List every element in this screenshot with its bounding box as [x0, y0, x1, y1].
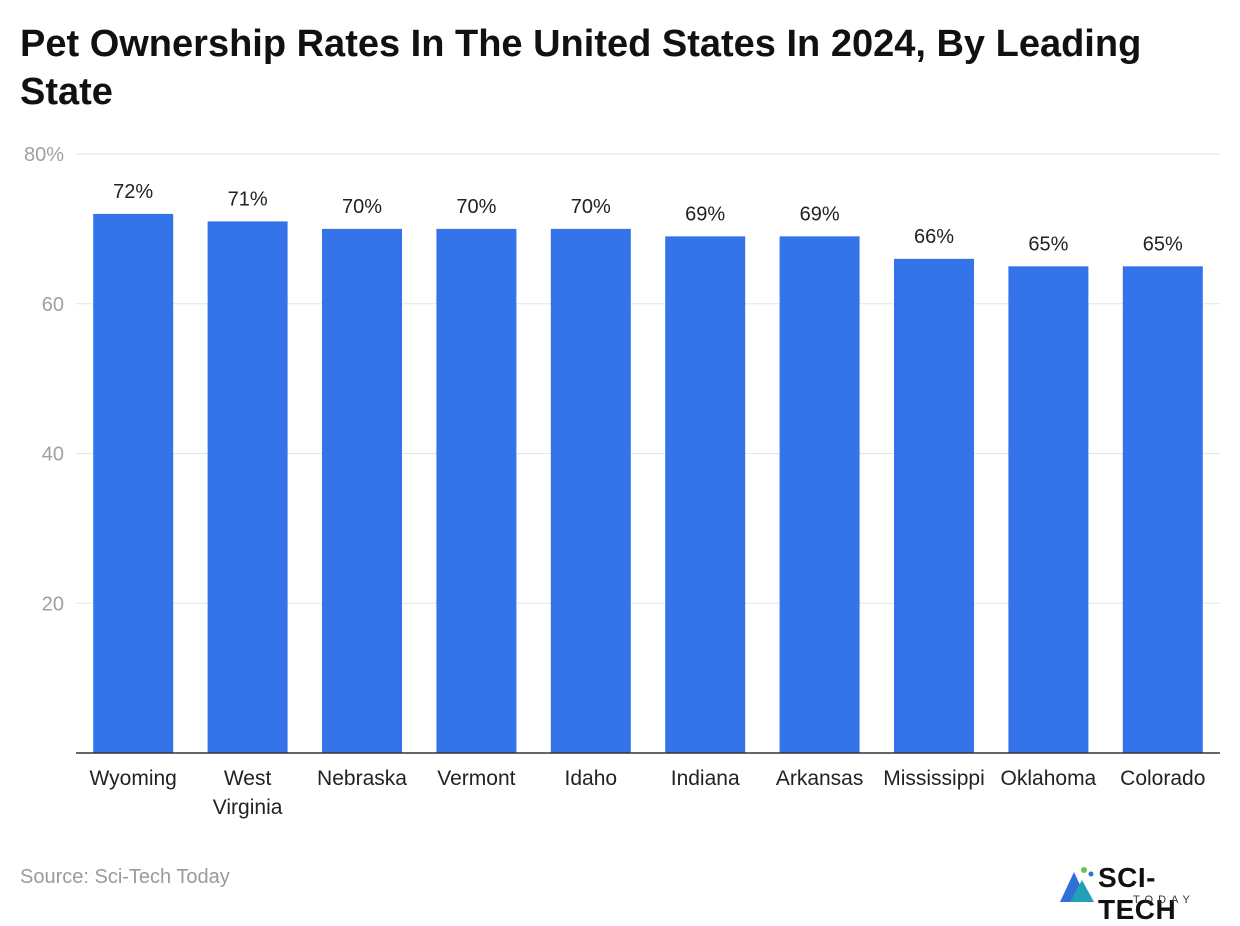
logo-mountain-icon [1060, 867, 1094, 902]
bar [665, 236, 746, 754]
data-label: 70% [456, 196, 496, 218]
x-tick-label: Oklahoma [1001, 767, 1097, 790]
bar [550, 228, 631, 753]
data-label: 65% [1143, 233, 1183, 255]
data-label: 66% [914, 226, 954, 248]
bar [322, 228, 402, 753]
data-label: 69% [685, 203, 725, 225]
x-tick-label: West [224, 767, 272, 790]
x-tick-label: Wyoming [90, 767, 177, 790]
source-note: Source: Sci-Tech Today [20, 866, 230, 888]
bar [779, 236, 860, 754]
y-tick-label: 20 [42, 593, 64, 615]
sci-tech-logo[interactable]: SCI-TECH TODAY [1058, 860, 1233, 925]
logo-subtext: TODAY [1133, 894, 1195, 906]
x-tick-label: Virginia [213, 796, 283, 819]
x-tick-label: Arkansas [776, 767, 864, 790]
bar [1008, 266, 1089, 753]
chart-title: Pet Ownership Rates In The United States… [20, 23, 1142, 113]
bar [1122, 266, 1203, 753]
bar [894, 258, 974, 753]
x-tick-label: Nebraska [317, 767, 407, 790]
data-label: 69% [800, 203, 840, 225]
bar [207, 221, 288, 753]
data-label: 70% [571, 196, 611, 218]
y-tick-label: 40 [42, 444, 64, 466]
bar [93, 213, 174, 753]
data-label: 65% [1028, 233, 1068, 255]
x-tick-label: Colorado [1120, 767, 1205, 790]
x-tick-label: Mississippi [883, 767, 985, 790]
data-label: 71% [228, 188, 268, 210]
x-tick-label: Vermont [437, 767, 515, 790]
bar [436, 228, 517, 753]
x-tick-label: Indiana [671, 767, 740, 790]
y-tick-label: 60 [42, 294, 64, 316]
x-tick-label: Idaho [565, 767, 618, 790]
data-label: 70% [342, 196, 382, 218]
y-tick-label: 80% [24, 144, 64, 166]
data-label: 72% [113, 181, 153, 203]
